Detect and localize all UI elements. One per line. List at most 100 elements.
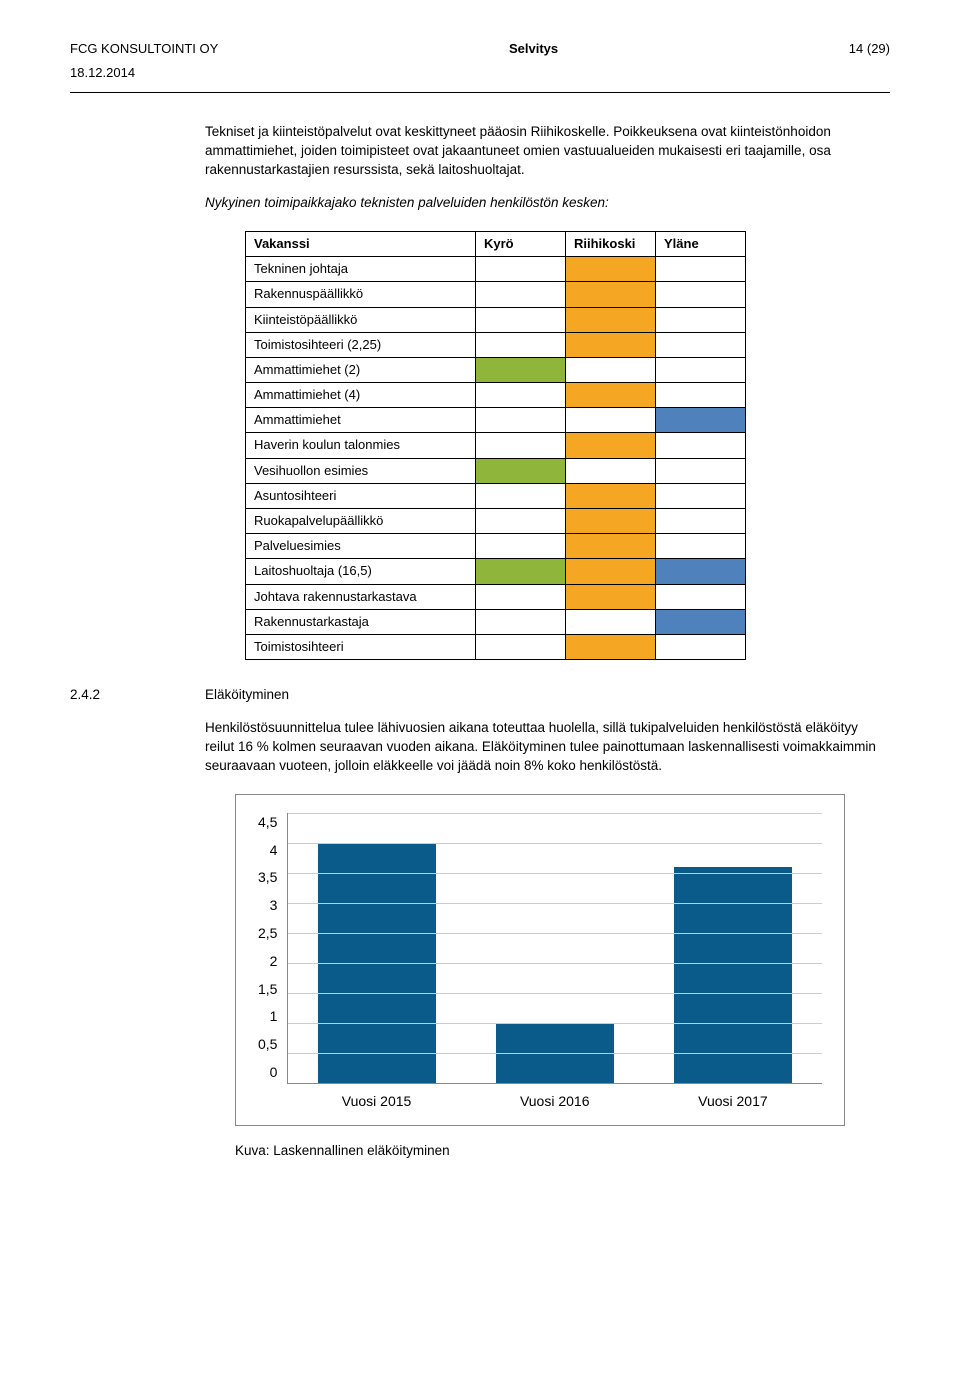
table-role-cell: Ammattimiehet (246, 408, 476, 433)
table-row: Tekninen johtaja (246, 257, 746, 282)
table-header: Riihikoski (566, 231, 656, 256)
chart-x-labels: Vuosi 2015 Vuosi 2016 Vuosi 2017 (287, 1092, 822, 1112)
chart-y-tick: 4 (258, 841, 277, 861)
table-color-cell (476, 609, 566, 634)
table-role-cell: Ammattimiehet (2) (246, 357, 476, 382)
paragraph-2: Nykyinen toimipaikkajako teknisten palve… (205, 194, 880, 213)
chart-plot-area (287, 813, 822, 1084)
table-color-cell (656, 584, 746, 609)
table-row: Ammattimiehet (2) (246, 357, 746, 382)
header-doctype: Selvitys (509, 40, 558, 58)
table-row: Ammattimiehet (4) (246, 383, 746, 408)
chart-y-labels: 4,543,532,521,510,50 (258, 813, 287, 1083)
table-color-cell (656, 408, 746, 433)
table-color-cell (566, 534, 656, 559)
table-role-cell: Ruokapalvelupäällikkö (246, 509, 476, 534)
table-color-cell (566, 383, 656, 408)
table-row: Ammattimiehet (246, 408, 746, 433)
paragraph-1: Tekniset ja kiinteistöpalvelut ovat kesk… (205, 123, 880, 180)
table-color-cell (656, 609, 746, 634)
chart-y-tick: 3 (258, 896, 277, 916)
header-company: FCG KONSULTOINTI OY (70, 40, 218, 58)
table-role-cell: Johtava rakennustarkastava (246, 584, 476, 609)
table-color-cell (566, 609, 656, 634)
table-header: Vakanssi (246, 231, 476, 256)
table-color-cell (656, 257, 746, 282)
table-color-cell (476, 282, 566, 307)
chart-gridline (288, 843, 822, 844)
table-color-cell (566, 584, 656, 609)
chart-bar (674, 867, 792, 1083)
table-row: Rakennuspäällikkö (246, 282, 746, 307)
table-color-cell (566, 483, 656, 508)
table-role-cell: Tekninen johtaja (246, 257, 476, 282)
table-row: Palveluesimies (246, 534, 746, 559)
staff-table: VakanssiKyröRiihikoskiYläne Tekninen joh… (245, 231, 746, 660)
table-color-cell (476, 408, 566, 433)
chart-gridline (288, 963, 822, 964)
table-color-cell (476, 559, 566, 584)
section-title: Eläköityminen (205, 687, 289, 702)
table-role-cell: Asuntosihteeri (246, 483, 476, 508)
chart-y-tick: 2 (258, 952, 277, 972)
table-header: Yläne (656, 231, 746, 256)
header-rule (70, 92, 890, 93)
chart-y-tick: 1,5 (258, 980, 277, 1000)
table-color-cell (656, 534, 746, 559)
table-color-cell (476, 433, 566, 458)
chart-x-tick: Vuosi 2016 (520, 1092, 590, 1112)
table-color-cell (476, 634, 566, 659)
table-color-cell (656, 433, 746, 458)
retirement-chart: 4,543,532,521,510,50 Vuosi 2015Vuosi 201… (235, 794, 845, 1127)
table-color-cell (566, 282, 656, 307)
table-color-cell (566, 509, 656, 534)
table-role-cell: Kiinteistöpäällikkö (246, 307, 476, 332)
table-row: Asuntosihteeri (246, 483, 746, 508)
chart-gridline (288, 933, 822, 934)
chart-y-tick: 2,5 (258, 924, 277, 944)
table-color-cell (476, 383, 566, 408)
table-color-cell (476, 458, 566, 483)
table-color-cell (566, 559, 656, 584)
chart-gridline (288, 1053, 822, 1054)
table-role-cell: Ammattimiehet (4) (246, 383, 476, 408)
table-color-cell (566, 408, 656, 433)
chart-y-tick: 0,5 (258, 1035, 277, 1055)
table-color-cell (656, 509, 746, 534)
table-color-cell (476, 307, 566, 332)
table-role-cell: Vesihuollon esimies (246, 458, 476, 483)
table-role-cell: Laitoshuoltaja (16,5) (246, 559, 476, 584)
table-role-cell: Toimistosihteeri (246, 634, 476, 659)
table-color-cell (566, 357, 656, 382)
section-heading: 2.4.2Eläköityminen (70, 686, 880, 705)
table-color-cell (656, 559, 746, 584)
table-row: Laitoshuoltaja (16,5) (246, 559, 746, 584)
table-color-cell (566, 257, 656, 282)
chart-x-tick: Vuosi 2015 (342, 1092, 412, 1112)
chart-gridline (288, 993, 822, 994)
table-color-cell (566, 433, 656, 458)
header-date: 18.12.2014 (70, 64, 890, 82)
table-color-cell (656, 458, 746, 483)
table-color-cell (476, 483, 566, 508)
table-row: Haverin koulun talonmies (246, 433, 746, 458)
table-color-cell (566, 332, 656, 357)
chart-gridline (288, 903, 822, 904)
table-color-cell (656, 332, 746, 357)
chart-gridline (288, 813, 822, 814)
chart-caption: Kuva: Laskennallinen eläköityminen (235, 1142, 880, 1161)
table-role-cell: Palveluesimies (246, 534, 476, 559)
paragraph-3: Henkilöstösuunnittelua tulee lähivuosien… (205, 719, 880, 776)
table-color-cell (476, 332, 566, 357)
chart-x-tick: Vuosi 2017 (698, 1092, 768, 1112)
table-color-cell (566, 307, 656, 332)
section-number: 2.4.2 (70, 686, 205, 705)
table-row: Ruokapalvelupäällikkö (246, 509, 746, 534)
table-role-cell: Rakennustarkastaja (246, 609, 476, 634)
chart-y-tick: 1 (258, 1007, 277, 1027)
table-role-cell: Toimistosihteeri (2,25) (246, 332, 476, 357)
table-row: Toimistosihteeri (2,25) (246, 332, 746, 357)
table-color-cell (656, 307, 746, 332)
table-row: Toimistosihteeri (246, 634, 746, 659)
chart-y-tick: 3,5 (258, 868, 277, 888)
